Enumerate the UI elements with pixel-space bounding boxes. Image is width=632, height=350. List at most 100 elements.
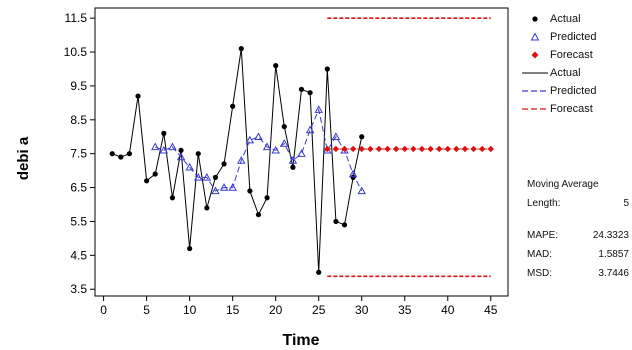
- stats-heading-row: Moving Average: [527, 175, 629, 194]
- predicted-point: [262, 142, 272, 151]
- legend-label: Predicted: [550, 85, 597, 97]
- predicted-point: [168, 142, 177, 151]
- length-label: Length:: [527, 198, 561, 209]
- actual-point: [169, 195, 176, 201]
- predicted-point: [202, 172, 212, 181]
- y-axis-label: debi a: [15, 136, 33, 181]
- actual-point: [255, 212, 262, 218]
- mape-row: MAPE: 24.3323: [527, 226, 629, 245]
- predicted-point: [237, 156, 246, 164]
- legend-glyph: [532, 16, 538, 22]
- legend-item: Forecast: [520, 46, 630, 64]
- predicted-point: [348, 169, 358, 178]
- x-tick-label: 20: [269, 303, 283, 317]
- actual-point: [307, 90, 313, 96]
- mape-value: 24.3323: [592, 230, 629, 241]
- predicted-point: [331, 132, 341, 140]
- predicted-point: [219, 183, 229, 191]
- actual-point: [350, 174, 356, 181]
- y-tick-label: 4.5: [70, 248, 87, 262]
- plot-frame: [94, 7, 509, 297]
- legend-item: Actual: [520, 64, 630, 82]
- legend-label: Forecast: [550, 103, 593, 115]
- actual-point: [144, 178, 150, 184]
- y-tick-label: 6.5: [70, 181, 87, 195]
- forecast-point: [324, 145, 331, 153]
- actual-point: [324, 66, 330, 72]
- y-tick-label: 11.5: [65, 11, 88, 25]
- msd-label: MSD:: [527, 268, 552, 279]
- forecast-point: [453, 145, 460, 153]
- mad-value: 1.5857: [598, 249, 629, 260]
- legend-glyph: [522, 72, 548, 74]
- forecast-point: [444, 145, 451, 153]
- legend-diamond-icon: [531, 51, 539, 59]
- legend-glyph: [522, 108, 548, 110]
- forecast-point: [384, 145, 391, 153]
- mad-row: MAD: 1.5857: [527, 245, 629, 264]
- x-tick-label: 35: [398, 303, 412, 317]
- predicted-point: [271, 145, 280, 154]
- forecast-point: [375, 145, 383, 153]
- y-tick-label: 8.5: [70, 113, 87, 127]
- actual-point: [118, 154, 124, 160]
- legend-symbol: [520, 31, 550, 43]
- legend-symbol: [520, 49, 550, 61]
- legend-item: Actual: [520, 10, 630, 28]
- y-tick-label: 7.5: [70, 147, 87, 161]
- x-tick-label: 40: [441, 303, 455, 317]
- forecast-point: [478, 145, 486, 153]
- actual-point: [152, 171, 158, 177]
- actual-point: [273, 63, 279, 69]
- predicted-point: [245, 135, 255, 144]
- forecast-point: [418, 145, 426, 153]
- predicted-point: [176, 152, 186, 161]
- legend-label: Forecast: [550, 49, 593, 61]
- forecast-point: [349, 145, 357, 153]
- legend-symbol: [520, 13, 550, 25]
- legend-item: Predicted: [520, 82, 630, 100]
- actual-line: [112, 48, 363, 273]
- predicted-point: [357, 186, 366, 195]
- actual-point: [135, 93, 141, 99]
- actual-point: [316, 269, 322, 275]
- length-value: 5: [623, 198, 629, 209]
- actual-point: [221, 161, 227, 167]
- legend-glyph: [530, 32, 540, 41]
- x-tick-label: 30: [355, 303, 369, 317]
- actual-point: [290, 164, 296, 170]
- predicted-point: [314, 105, 323, 113]
- actual-point: [247, 188, 253, 194]
- forecast-point: [427, 145, 434, 153]
- forecast-point: [461, 145, 469, 153]
- legend-symbol: [520, 85, 550, 97]
- legend-glyph: [522, 90, 548, 92]
- actual-point: [281, 123, 287, 130]
- legend-symbol: [520, 67, 550, 79]
- actual-point: [187, 245, 193, 252]
- axes: 0 5 10 15 20 25 30 35 40 45 3.5 4.5 5.5 6.5 7.5 8.5 9.5 1…: [64, 7, 509, 317]
- actual-point: [161, 130, 167, 136]
- legend-dot-icon: [532, 16, 538, 22]
- predicted-point: [305, 125, 315, 134]
- chart-marks: [109, 17, 494, 278]
- actual-point: [212, 174, 219, 181]
- forecast-point: [367, 145, 374, 153]
- actual-point: [341, 222, 348, 228]
- y-tick-label: 3.5: [70, 282, 87, 296]
- legend-triangle-icon: [530, 32, 540, 41]
- x-tick-label: 5: [143, 303, 150, 317]
- forecast-point: [332, 145, 340, 153]
- mad-label: MAD:: [527, 249, 552, 260]
- forecast-point: [341, 145, 348, 153]
- x-tick-label: 15: [226, 303, 240, 317]
- predicted-point: [254, 132, 263, 140]
- legend: Actual Predicted Forecast Actual Predicted Fo…: [520, 10, 630, 118]
- x-tick-label: 10: [183, 303, 197, 317]
- length-row: Length: 5: [527, 194, 629, 213]
- predicted-point: [194, 172, 203, 181]
- actual-point: [126, 151, 133, 157]
- legend-label: Actual: [550, 13, 581, 25]
- y-tick-label: 10.5: [64, 45, 88, 59]
